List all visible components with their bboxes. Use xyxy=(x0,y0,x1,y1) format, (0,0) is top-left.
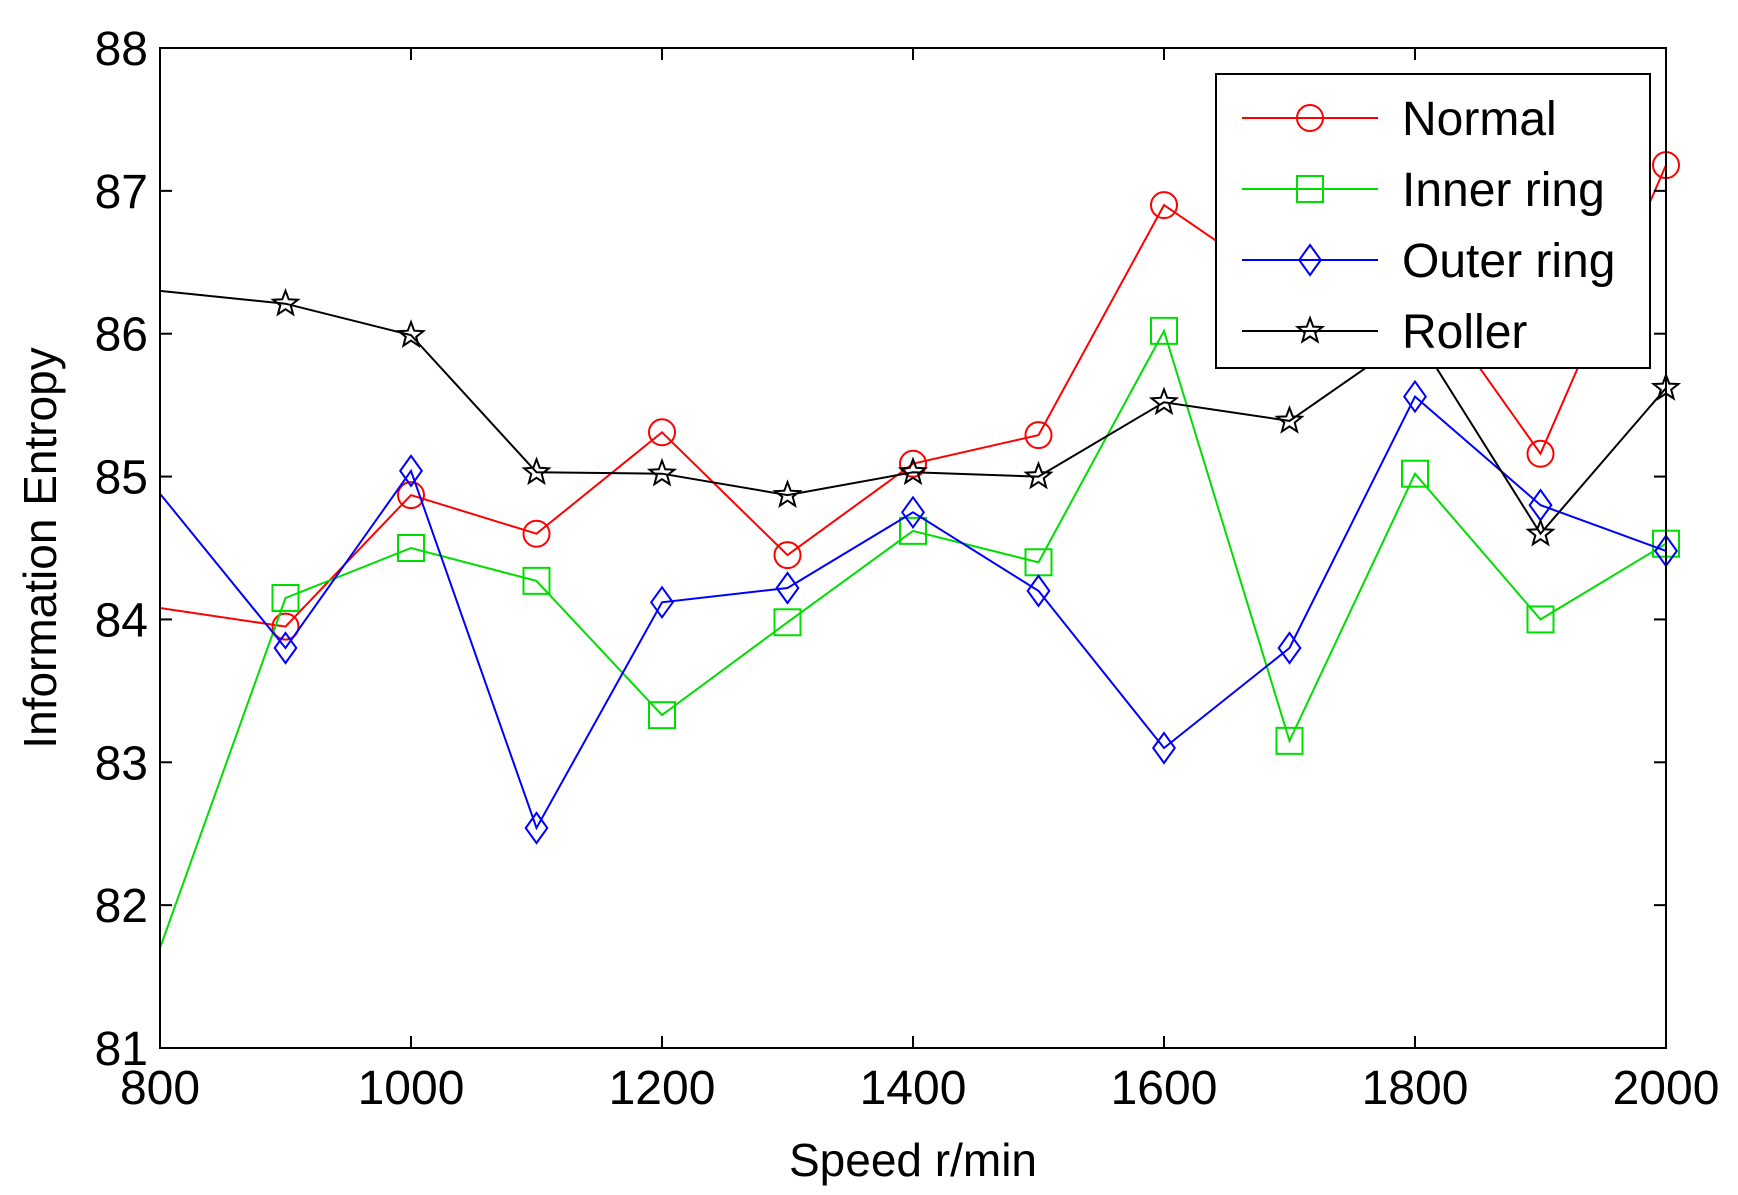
series-line xyxy=(159,395,1667,831)
data-point xyxy=(648,418,676,447)
legend-label: Inner ring xyxy=(1402,164,1605,217)
data-point xyxy=(522,519,551,548)
x-tick-label: 2000 xyxy=(1613,1062,1720,1115)
data-point xyxy=(1150,191,1178,220)
data-point xyxy=(522,566,551,595)
y-axis-title: Information Entropy xyxy=(14,347,66,748)
y-tick-label: 82 xyxy=(95,880,148,933)
data-point xyxy=(1402,379,1428,414)
legend-marker xyxy=(1296,104,1324,132)
legend-box xyxy=(1215,73,1651,369)
y-tick-label: 81 xyxy=(95,1023,148,1076)
legend-item: Normal xyxy=(1242,93,1557,146)
legend-marker xyxy=(1296,175,1324,203)
data-point xyxy=(648,701,676,730)
data-point xyxy=(773,608,802,637)
data-point xyxy=(395,319,427,349)
legend-marker xyxy=(1294,315,1326,344)
data-point xyxy=(271,612,300,641)
data-point xyxy=(1026,574,1051,608)
data-point xyxy=(649,585,675,619)
data-point xyxy=(646,457,678,487)
data-point xyxy=(1150,316,1178,345)
data-point xyxy=(1275,726,1304,755)
data-point xyxy=(524,811,549,845)
data-point xyxy=(1401,459,1429,488)
y-tick-label: 86 xyxy=(95,309,148,362)
y-tick-label: 88 xyxy=(95,23,148,76)
legend-marker xyxy=(1297,243,1323,277)
series-line xyxy=(159,328,1667,949)
data-point xyxy=(397,481,425,510)
data-point xyxy=(1023,460,1054,490)
axis-ticks: 800 1000 1200 1400 1600 1800 2000 81 82 83 84 85 86 8… xyxy=(95,23,1720,1115)
legend-item: Roller xyxy=(1242,306,1527,359)
data-point xyxy=(398,454,424,488)
data-point xyxy=(773,541,802,570)
data-point xyxy=(1151,731,1177,765)
data-point xyxy=(899,516,927,545)
data-point xyxy=(1525,517,1556,547)
data-point xyxy=(772,479,803,509)
legend-label: Outer ring xyxy=(1402,235,1615,288)
x-tick-label: 1200 xyxy=(609,1062,716,1115)
data-point xyxy=(1277,631,1302,665)
x-tick-label: 1800 xyxy=(1362,1062,1469,1115)
y-tick-label: 83 xyxy=(95,737,148,790)
legend: Normal Inner ring Outer ring Roller xyxy=(1215,73,1651,369)
data-point xyxy=(273,631,298,665)
legend-label: Normal xyxy=(1402,93,1557,146)
data-point xyxy=(775,571,800,605)
legend-label: Roller xyxy=(1402,306,1527,359)
y-tick-label: 85 xyxy=(95,452,148,505)
y-tick-label: 87 xyxy=(95,166,148,219)
y-tick-label: 84 xyxy=(95,594,148,647)
data-point xyxy=(397,534,425,562)
data-point xyxy=(897,456,929,486)
data-point xyxy=(1526,439,1555,468)
x-tick-label: 800 xyxy=(120,1062,200,1115)
data-point xyxy=(1024,421,1053,450)
data-point xyxy=(271,584,300,612)
x-tick-label: 1400 xyxy=(860,1062,967,1115)
data-point xyxy=(1274,405,1305,434)
x-axis-title: Speed r/min xyxy=(789,1134,1037,1186)
data-point xyxy=(270,287,301,317)
data-point xyxy=(900,495,926,529)
x-tick-label: 1000 xyxy=(358,1062,465,1115)
data-point xyxy=(1526,605,1555,634)
data-point xyxy=(1148,386,1180,416)
legend-item: Inner ring xyxy=(1242,164,1605,217)
legend-item: Outer ring xyxy=(1242,235,1615,288)
x-tick-label: 1600 xyxy=(1111,1062,1218,1115)
data-point xyxy=(521,456,552,486)
